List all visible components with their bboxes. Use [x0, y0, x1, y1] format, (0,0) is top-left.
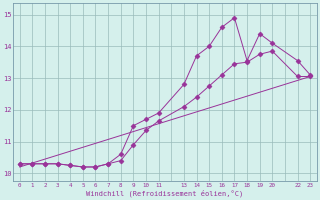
X-axis label: Windchill (Refroidissement éolien,°C): Windchill (Refroidissement éolien,°C): [86, 189, 244, 197]
